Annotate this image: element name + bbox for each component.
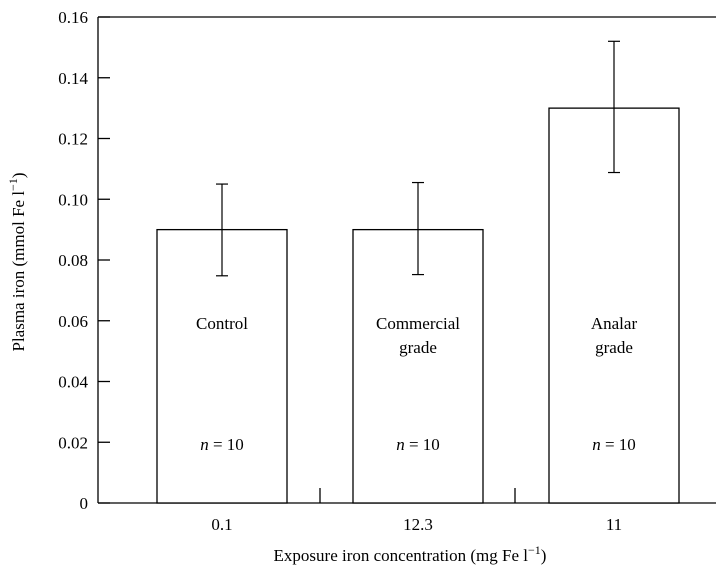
x-tick-labels: 0.1 12.3 11: [211, 515, 622, 534]
y-tick-label: 0.14: [58, 69, 88, 88]
n-label: n = 10: [200, 435, 244, 454]
bar-label: Control: [196, 314, 248, 333]
x-tick-label: 12.3: [403, 515, 433, 534]
bar-label: grade: [399, 338, 437, 357]
x-tick-label: 11: [606, 515, 622, 534]
y-tick-label: 0.10: [58, 190, 88, 209]
n-label: n = 10: [592, 435, 636, 454]
y-tick-label: 0.06: [58, 312, 88, 331]
bars: [156, 107, 680, 504]
y-tick-label: 0: [80, 494, 89, 513]
y-tick-label: 0.02: [58, 433, 88, 452]
bar-labels: Control Commercial grade Analar grade: [196, 314, 637, 357]
x-axis-title: Exposure iron concentration (mg Fe l−1): [274, 543, 547, 565]
error-bars: [216, 40, 620, 277]
y-tick-label: 0.08: [58, 251, 88, 270]
y-tick-label: 0.16: [58, 8, 88, 27]
y-tick-label: 0.04: [58, 373, 88, 392]
bar-label: Analar: [591, 314, 638, 333]
y-tick-label: 0.12: [58, 130, 88, 149]
y-tick-labels: 0 0.02 0.04 0.06 0.08 0.10 0.12 0.14 0.16: [58, 8, 88, 513]
y-axis-title: Plasma iron (mmol Fe l−1): [6, 173, 28, 352]
x-tick-label: 0.1: [211, 515, 232, 534]
n-labels: n = 10 n = 10 n = 10: [200, 435, 636, 454]
bar: [352, 228, 484, 504]
n-label: n = 10: [396, 435, 440, 454]
bar: [548, 107, 680, 504]
bar-label: grade: [595, 338, 633, 357]
bar-label: Commercial: [376, 314, 460, 333]
